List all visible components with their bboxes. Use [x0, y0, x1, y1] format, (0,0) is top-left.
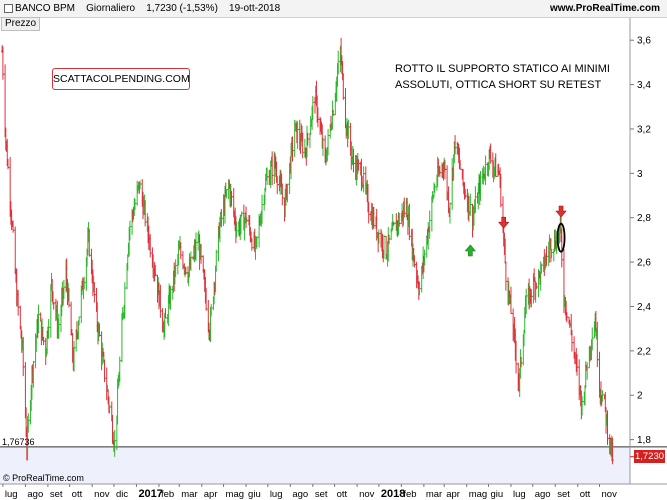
x-tick-label: lug	[270, 489, 283, 500]
x-tick-label: ago	[292, 489, 308, 500]
ohlc-bar	[611, 437, 614, 465]
annotation-line-1: ROTTO IL SUPPORTO STATICO AI MINIMI	[395, 63, 610, 75]
y-tick-label: 3,6	[637, 36, 651, 47]
x-tick-label: ott	[580, 489, 591, 500]
x-tick-label: 2018	[381, 488, 405, 500]
symbol-name: BANCO BPM	[15, 3, 76, 14]
ohlc-bar	[3, 64, 7, 138]
ohlc-bar	[39, 312, 42, 322]
period-label: Giornaliero	[86, 3, 136, 14]
y-tick-label: 2,2	[637, 346, 651, 357]
x-tick-label: ott	[72, 489, 83, 500]
x-tick-label: apr	[446, 489, 460, 500]
price-info: 1,7230 (-1,53%)	[146, 3, 218, 14]
sell-arrow-icon	[498, 216, 510, 229]
x-tick-label: mar	[426, 489, 442, 500]
ohlc-bar	[270, 151, 274, 185]
x-tick-label: dic	[116, 489, 128, 500]
ohlc-bars	[0, 37, 614, 465]
site-link[interactable]: www.ProRealTime.com	[549, 3, 660, 14]
annotation-line-2: ASSOLUTI, OTTICA SHORT SU RETEST	[395, 79, 602, 91]
ohlc-bar	[344, 88, 347, 129]
annotation-text: ROTTO IL SUPPORTO STATICO AI MINIMI ASSO…	[395, 61, 645, 93]
x-tick-label: giu	[248, 489, 261, 500]
ohlc-bar	[14, 226, 17, 274]
x-tick-label: ago	[535, 489, 551, 500]
y-tick-label: 3	[637, 169, 643, 180]
y-tick-label: 3,2	[637, 124, 651, 135]
y-tick-label: 3,4	[637, 80, 651, 91]
x-tick-label: nov	[602, 489, 618, 500]
x-tick-label: nov	[94, 489, 110, 500]
signals-layer	[464, 205, 567, 257]
support-level-label: 1,76736	[2, 436, 35, 447]
x-tick-label: mar	[181, 489, 197, 500]
buy-arrow-icon	[464, 244, 476, 257]
chart-header: BANCO BPM Giornaliero 1,7230 (-1,53%) 19…	[0, 0, 667, 18]
ohlc-bar	[105, 367, 108, 401]
y-tick-label: 2,6	[637, 258, 651, 269]
ohlc-bar	[118, 356, 121, 382]
ohlc-bar	[19, 305, 22, 330]
pane-label[interactable]: Prezzo	[1, 17, 41, 31]
sell-arrow-icon	[555, 205, 567, 218]
x-tick-label: mag	[226, 489, 244, 500]
x-tick-label: ago	[27, 489, 43, 500]
x-tick-label: apr	[204, 489, 218, 500]
ohlc-bar	[570, 329, 574, 352]
ohlc-bar	[120, 313, 124, 363]
x-tick-label: feb	[403, 489, 416, 500]
ohlc-bar	[276, 176, 279, 195]
x-tick-label: lug	[513, 489, 526, 500]
y-tick-label: 2,4	[637, 302, 651, 313]
ohlc-bar	[428, 210, 431, 239]
y-tick-label: 2	[637, 391, 643, 402]
ohlc-bar	[250, 238, 254, 251]
x-tick-label: set	[315, 489, 328, 500]
x-tick-label: 2017	[138, 488, 162, 500]
ohlc-bar	[103, 359, 106, 383]
x-tick-label: giu	[490, 489, 503, 500]
header-date: 19-ott-2018	[229, 3, 281, 14]
x-tick-label: mag	[469, 489, 487, 500]
ohlc-bar	[1, 46, 5, 80]
x-tick-label: ott	[337, 489, 348, 500]
below-support-zone	[0, 446, 630, 484]
ohlc-bar	[49, 284, 53, 338]
ohlc-bar	[450, 158, 454, 210]
watermark-label: SCATTACOLPENDING.COM	[52, 68, 190, 90]
y-tick-label: 2,8	[637, 213, 651, 224]
ohlc-bar	[504, 261, 508, 291]
x-tick-label: lug	[5, 489, 18, 500]
last-price-tag: 1,7230	[634, 450, 665, 464]
instrument-icon[interactable]	[4, 4, 13, 13]
x-tick-label: nov	[359, 489, 375, 500]
ohlc-bar	[591, 327, 594, 351]
y-tick-label: 1,8	[637, 435, 651, 446]
x-tick-label: set	[557, 489, 570, 500]
copyright-text: © ProRealTime.com	[3, 473, 84, 483]
x-tick-label: set	[50, 489, 63, 500]
ohlc-bar	[469, 193, 472, 217]
x-tick-label: feb	[161, 489, 174, 500]
ohlc-bar	[448, 202, 452, 224]
highlight-ellipse	[556, 222, 566, 253]
